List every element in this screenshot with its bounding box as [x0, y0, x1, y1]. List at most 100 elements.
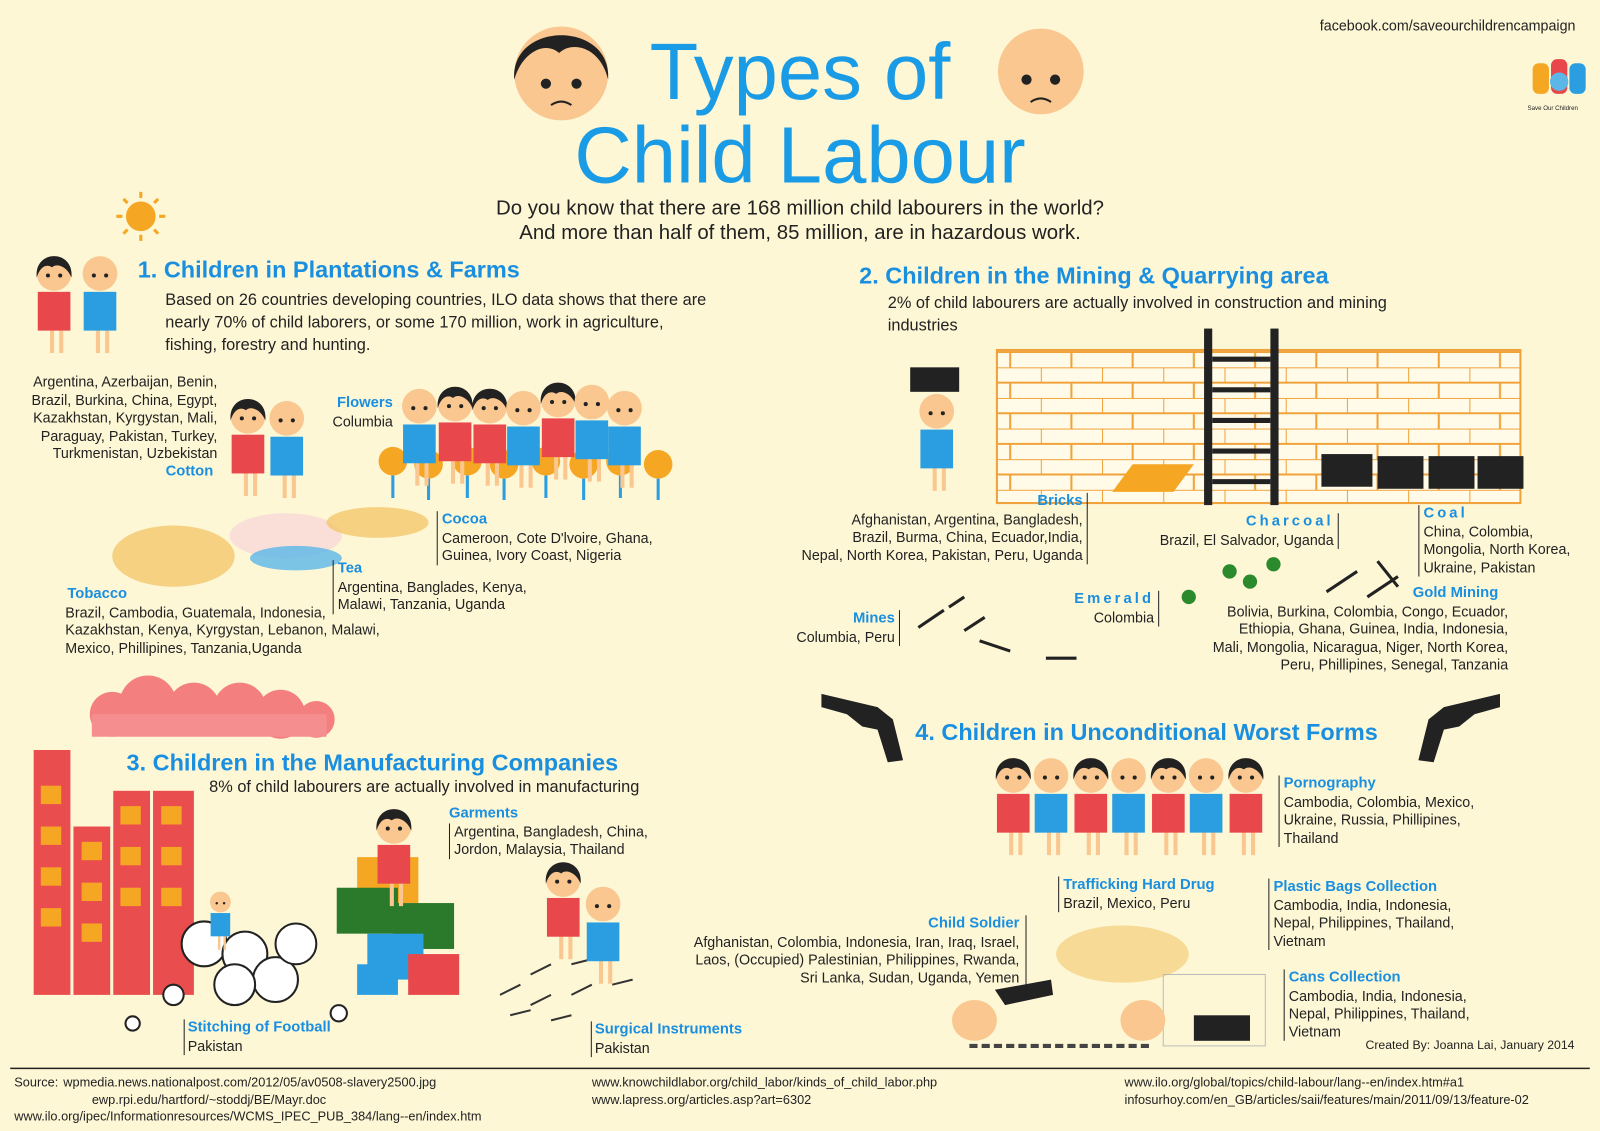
item: Stitching of Football Pakistan [183, 1019, 331, 1056]
text-line: Colombia [1093, 608, 1155, 625]
section-description: 2% of child labourers are actually invol… [888, 293, 1387, 338]
source: wpmedia.news.nationalpost.com/2012/05/av… [63, 1075, 437, 1090]
text-line: Thailand [1283, 829, 1339, 846]
item: Charcoal Brazil, El Salvador, Uganda [1160, 513, 1339, 549]
countries: Argentina, Bangladesh, China, Jordon, Mal… [448, 822, 648, 859]
child-figure [402, 388, 437, 486]
item-label: Charcoal [1245, 513, 1334, 530]
child-figure [376, 809, 412, 907]
item-label: Trafficking Hard Drug [1063, 876, 1215, 893]
source: ewp.rpi.edu/hartford/~stoddj/BE/Mayr.doc [91, 1092, 327, 1108]
text-line: industries [887, 317, 958, 335]
text-line: Peru, Phillipines, Senegal, Tanzania [1280, 656, 1509, 673]
text-line: Afghanistan, Colombia, Indonesia, Iran, … [693, 933, 1020, 950]
item: Plastic Bags Collection Cambodia, India, … [1268, 878, 1454, 950]
text-line: Brazil, Burma, China, Ecuador,India, [852, 528, 1083, 545]
item: Child Soldier Afghanistan, Colombia, Indo… [694, 915, 1027, 987]
text-line: Cambodia, Colombia, Mexico, [1283, 793, 1475, 810]
countries: Afghanistan, Argentina, Bangladesh, Brazi… [802, 511, 1083, 565]
mining-scene [910, 328, 1524, 660]
item-label: Tobacco [67, 585, 128, 603]
child-figure [1150, 758, 1186, 856]
item-label: Emerald [1074, 590, 1155, 608]
source: www.knowchildlabor.org/child_labor/kinds… [591, 1075, 938, 1090]
child-figure [919, 393, 955, 491]
child-figure [545, 862, 581, 960]
child-figure [1111, 758, 1146, 856]
item: Cocoa Cameroon, Cote D'lvoire, Ghana, Guin… [436, 511, 653, 565]
sun [116, 191, 166, 241]
section-description: Based on 26 countries developing countri… [165, 290, 706, 357]
countries: Argentina, Banglades, Kenya, Malawi, Tanz… [338, 578, 527, 614]
text-line: Argentina, Bangladesh, China, [454, 822, 648, 840]
text-line: Pakistan [594, 1039, 650, 1056]
text-line: Bolivia, Burkina, Colombia, Congo, Ecuad… [1227, 602, 1509, 619]
item-label: Plastic Bags Collection [1273, 878, 1438, 895]
item-label: Bricks [1037, 492, 1083, 510]
source-label: Source: [14, 1075, 59, 1090]
countries: Columbia [333, 413, 393, 431]
text-line: Argentina, Banglades, Kenya, [337, 578, 527, 595]
countries: Cambodia, India, Indonesia, Nepal, Philip… [1273, 896, 1454, 950]
text-line: Based on 26 countries developing countri… [165, 291, 707, 310]
item: Coal China, Colombia, Mongolia, North Kore… [1418, 505, 1570, 577]
item: Bricks Afghanistan, Argentina, Bangladesh… [802, 492, 1088, 565]
countries: Bolivia, Burkina, Colombia, Congo, Ecuad… [1213, 603, 1508, 674]
child-figure [209, 891, 231, 950]
credit: Created By: Joanna Lai, January 2014 [1365, 1037, 1575, 1053]
child-figure [1033, 758, 1069, 856]
title-faces [514, 26, 1084, 121]
text-line: Turkmenistan, Uzbekistan [52, 444, 218, 462]
section-heading: 1. Children in Plantations & Farms [137, 256, 520, 283]
child-figure [472, 388, 508, 486]
title: Types of [649, 26, 951, 117]
countries: Afghanistan, Colombia, Indonesia, Iran, … [694, 933, 1020, 987]
item-label: Garments [448, 805, 519, 822]
intro: And more than half of them, 85 million, … [519, 221, 1081, 244]
item-label: Coal [1423, 505, 1468, 522]
text-line: Ukraine, Pakistan [1423, 558, 1536, 575]
item: Tobacco Brazil, Cambodia, Guatemala, Indo… [65, 586, 379, 657]
text-line: Argentina, Azerbaijan, Benin, [33, 373, 218, 390]
countries: Pakistan [188, 1037, 331, 1055]
guns [821, 693, 1500, 1006]
item: Garments Argentina, Bangladesh, China, Jor… [448, 805, 648, 859]
section-heading: 3. Children in the Manufacturing Compani… [126, 748, 619, 776]
text-line: Nepal, Philippines, Thailand, [1288, 1005, 1470, 1022]
text-line: Brazil, El Salvador, Uganda [1159, 531, 1334, 548]
item: Emerald Colombia [1074, 590, 1160, 627]
text-line: Vietnam [1273, 932, 1326, 949]
text-line: Mongolia, North Korea, [1423, 540, 1571, 558]
child-figure [1188, 758, 1224, 856]
item: Trafficking Hard Drug Brazil, Mexico, Per… [1058, 876, 1215, 913]
countries: Argentina, Azerbaijan, Benin, Brazil, Bur… [32, 373, 218, 462]
section-description: 8% of child labourers are actually invol… [209, 777, 639, 799]
child-figure [230, 398, 266, 496]
source: www.ilo.org/ipec/Informationresources/WC… [14, 1109, 482, 1124]
section-heading: 4. Children in Unconditional Worst Forms [915, 718, 1378, 745]
child-figure [995, 758, 1031, 856]
countries: Cambodia, India, Indonesia, Nepal, Philip… [1289, 987, 1470, 1041]
clouds [89, 675, 335, 739]
child-figure [1228, 758, 1264, 856]
countries: Pakistan [595, 1039, 742, 1057]
countries: China, Colombia, Mongolia, North Korea, Uk… [1423, 523, 1570, 577]
child-figure [540, 382, 576, 480]
item-label: Mines [852, 610, 895, 627]
item: Surgical Instruments Pakistan [590, 1021, 742, 1058]
text-line: Columbia [332, 412, 393, 430]
text-line: Nepal, Philippines, Thailand, [1273, 914, 1455, 931]
text-line: Jordon, Malaysia, Thailand [454, 840, 625, 858]
text-line: Cambodia, India, Indonesia, [1273, 896, 1452, 913]
item-label: Cotton [165, 462, 214, 480]
text-line: Malawi, Tanzania, Uganda [337, 595, 506, 613]
item-label: Pornography [1283, 775, 1376, 792]
child-figure [585, 886, 621, 984]
facebook-link: facebook.com/saveourchildrencampaign [1319, 17, 1576, 34]
source: infosurhoy.com/en_GB/articles/saii/featu… [1124, 1092, 1529, 1108]
section-heading: 2. Children in the Mining & Quarrying ar… [859, 262, 1329, 289]
text-line: Nepal, North Korea, Pakistan, Peru, Ugan… [801, 546, 1083, 563]
source: www.ilo.org/global/topics/child-labour/l… [1124, 1075, 1465, 1090]
